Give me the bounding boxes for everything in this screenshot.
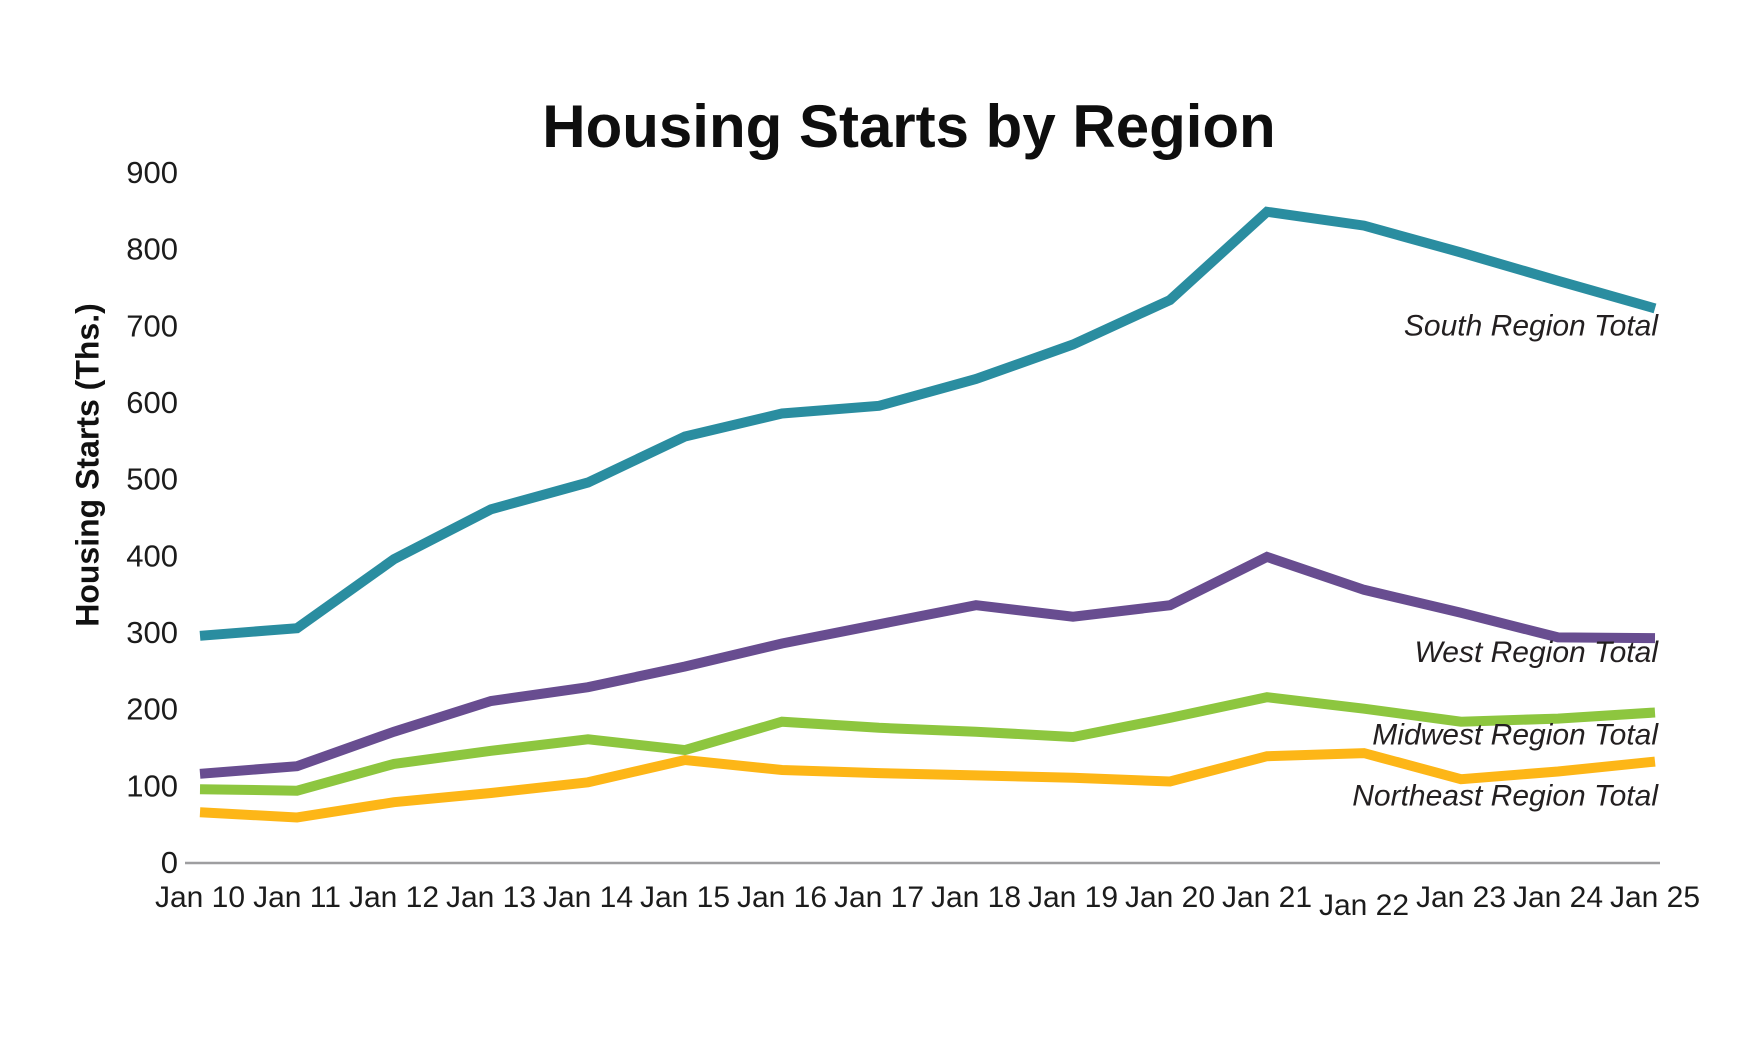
x-tick-label: Jan 11 (253, 881, 341, 914)
series-label-3: Midwest Region Total (1372, 718, 1659, 751)
y-tick-label: 600 (126, 385, 178, 420)
y-tick-label: 800 (126, 232, 178, 267)
y-tick-label: 900 (126, 155, 178, 190)
x-tick-label: Jan 12 (349, 881, 439, 914)
series-label-1: South Region Total (1404, 309, 1659, 342)
x-tick-label: Jan 15 (640, 881, 730, 914)
x-tick-label: Jan 10 (155, 881, 245, 914)
x-tick-label: Jan 23 (1416, 881, 1506, 914)
series-label-4: Northeast Region Total (1352, 780, 1659, 813)
x-tick-label: Jan 25 (1610, 881, 1700, 914)
y-tick-label: 100 (126, 768, 178, 803)
chart-title: Housing Starts by Region (542, 93, 1276, 160)
x-tick-label: Jan 18 (931, 881, 1021, 914)
series-label-2: West Region Total (1415, 636, 1660, 669)
x-tick-label: Jan 22 (1319, 889, 1409, 922)
series-line-2 (199, 551, 1656, 779)
y-tick-label: 200 (126, 692, 178, 727)
series-line-4 (199, 748, 1656, 823)
y-tick-label: 500 (126, 462, 178, 497)
x-tick-label: Jan 21 (1222, 881, 1312, 914)
x-tick-label: Jan 14 (543, 881, 633, 914)
y-tick-label: 400 (126, 538, 178, 573)
x-tick-label: Jan 24 (1513, 881, 1603, 914)
x-tick-label: Jan 16 (737, 881, 827, 914)
x-tick-label: Jan 19 (1028, 881, 1118, 914)
x-tick-label: Jan 20 (1125, 881, 1215, 914)
x-tick-label: Jan 13 (446, 881, 536, 914)
series-line-1 (199, 206, 1657, 641)
x-tick-label: Jan 17 (834, 881, 924, 914)
series-line-3 (199, 692, 1656, 796)
y-tick-label: 300 (126, 615, 178, 650)
y-tick-label: 0 (161, 845, 178, 880)
y-tick-label: 700 (126, 308, 178, 343)
